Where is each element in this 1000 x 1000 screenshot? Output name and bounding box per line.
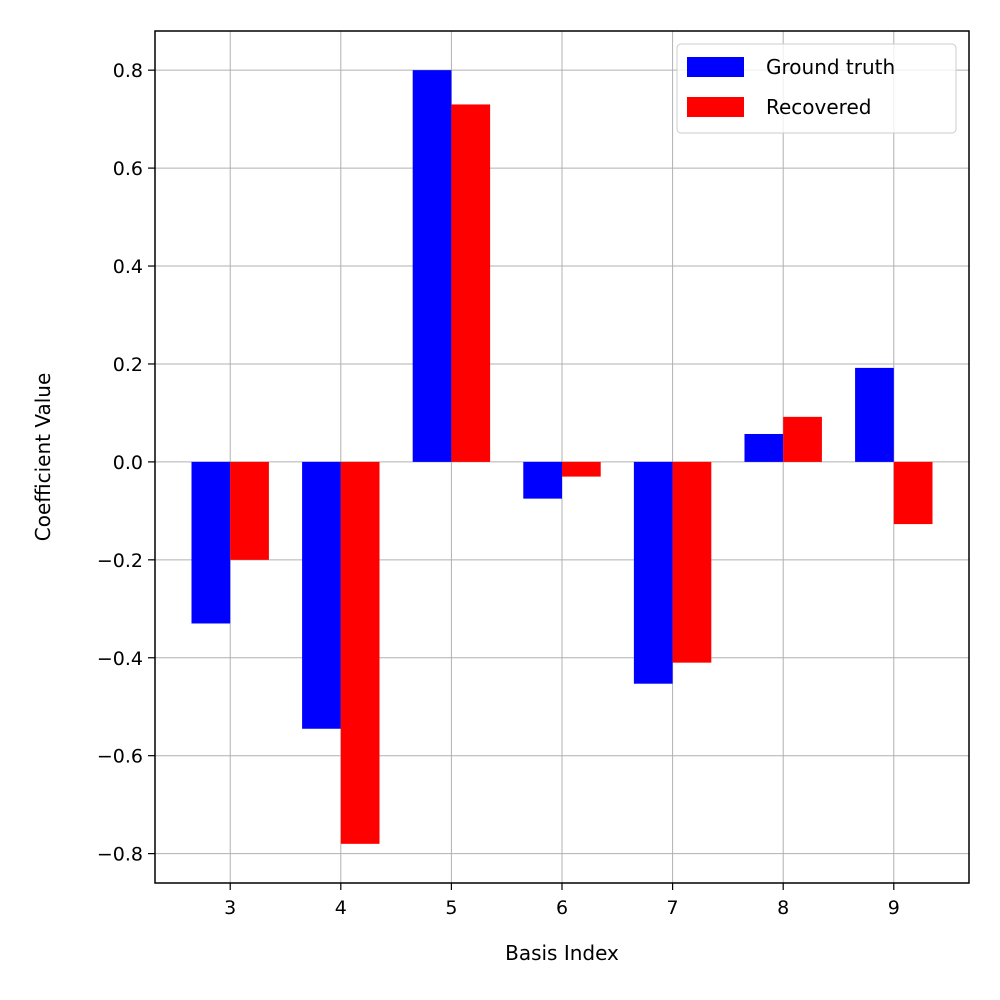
recovered-bar-3: [230, 461, 269, 560]
legend-label-recovered: Recovered: [766, 95, 871, 119]
recovered-bar-5: [451, 104, 491, 462]
ground-truth-bar-7: [633, 461, 673, 684]
y-tick-label: 0.6: [113, 158, 143, 180]
x-tick-label: 9: [888, 897, 900, 919]
ground-truth-bar-4: [302, 461, 341, 729]
recovered-bar-6: [562, 461, 601, 477]
y-tick-label: −0.6: [97, 746, 143, 768]
legend-swatch-ground-truth: [687, 57, 744, 77]
y-tick-label: 0.0: [113, 452, 143, 474]
y-tick-label: 0.8: [113, 60, 143, 82]
x-tick-label: 8: [777, 897, 789, 919]
y-tick-label: 0.4: [113, 256, 143, 278]
x-tick-label: 4: [335, 897, 347, 919]
recovered-bar-9: [893, 461, 933, 525]
x-tick-label: 6: [556, 897, 568, 919]
ground-truth-bar-3: [191, 461, 231, 624]
legend-swatch-recovered: [687, 97, 744, 117]
y-tick-label: 0.2: [113, 354, 143, 376]
recovered-bar-8: [783, 416, 822, 462]
x-tick-label: 5: [445, 897, 457, 919]
y-tick-label: −0.8: [97, 844, 143, 866]
legend: Ground truth Recovered: [676, 43, 957, 134]
grid-lines: [155, 31, 969, 883]
y-tick-label: −0.4: [97, 648, 143, 670]
x-tick-label: 3: [224, 897, 236, 919]
x-axis-label: Basis Index: [505, 941, 619, 965]
legend-box: [676, 43, 957, 134]
ground-truth-bar-6: [523, 461, 562, 499]
bars: [191, 70, 933, 844]
recovered-bar-7: [672, 461, 712, 663]
x-tick-label: 7: [667, 897, 679, 919]
legend-label-ground-truth: Ground truth: [766, 55, 895, 79]
ground-truth-bar-9: [855, 367, 894, 462]
ticks: 3 4 5 6 7 8 9 −0.8 −0.6 −0.4 −0.2 0.0 0.2 0.4 0.6 0.8: [97, 60, 900, 919]
ground-truth-bar-5: [412, 70, 452, 462]
ground-truth-bar-8: [744, 433, 784, 462]
y-axis-label: Coefficient Value: [31, 373, 55, 542]
recovered-bar-4: [340, 461, 380, 844]
y-tick-label: −0.2: [97, 550, 143, 572]
